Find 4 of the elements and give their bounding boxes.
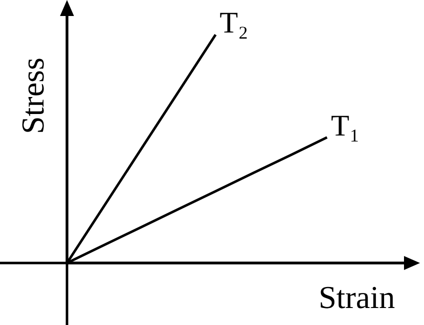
y-axis-title: Stress — [14, 58, 50, 134]
series-label: T₂ — [220, 6, 248, 40]
x-axis-title: Strain — [318, 279, 395, 315]
series-label: T₁ — [331, 109, 360, 142]
